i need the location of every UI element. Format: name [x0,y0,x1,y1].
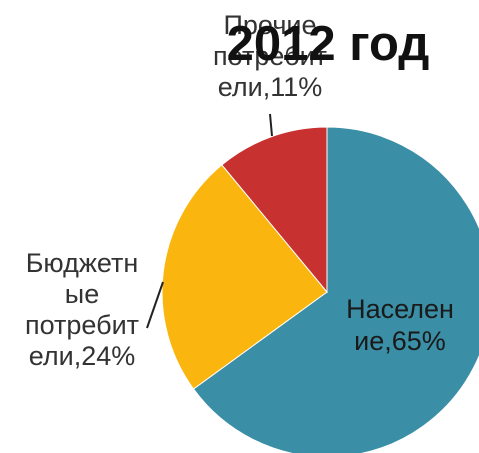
leader-line-2 [146,281,164,329]
slice-label-line: Бюджетн [26,248,139,278]
slice-label-2: Бюджетн ые потребит ели,24% [25,248,139,371]
slice-label-line: потребит [25,310,139,340]
slice-label-line: Прочие [223,10,316,40]
slice-label-1: Населен ие,65% [346,294,454,356]
slice-label-line: потребит [213,41,327,71]
pie-slice-1 [192,126,479,453]
slice-label-line: ели,11% [218,72,323,102]
chart-title: 2012 год [227,17,430,71]
slice-label-line: ели,24% [29,341,136,371]
slice-label-line: ие,65% [354,326,446,356]
leader-line-3 [269,113,273,137]
slice-label-3: Прочие потребит ели,11% [213,10,327,102]
slice-label-line: ые [65,279,99,309]
pie-slice-2 [161,164,328,390]
pie-slice-3 [221,126,328,294]
slice-label-line: Населен [346,294,454,324]
